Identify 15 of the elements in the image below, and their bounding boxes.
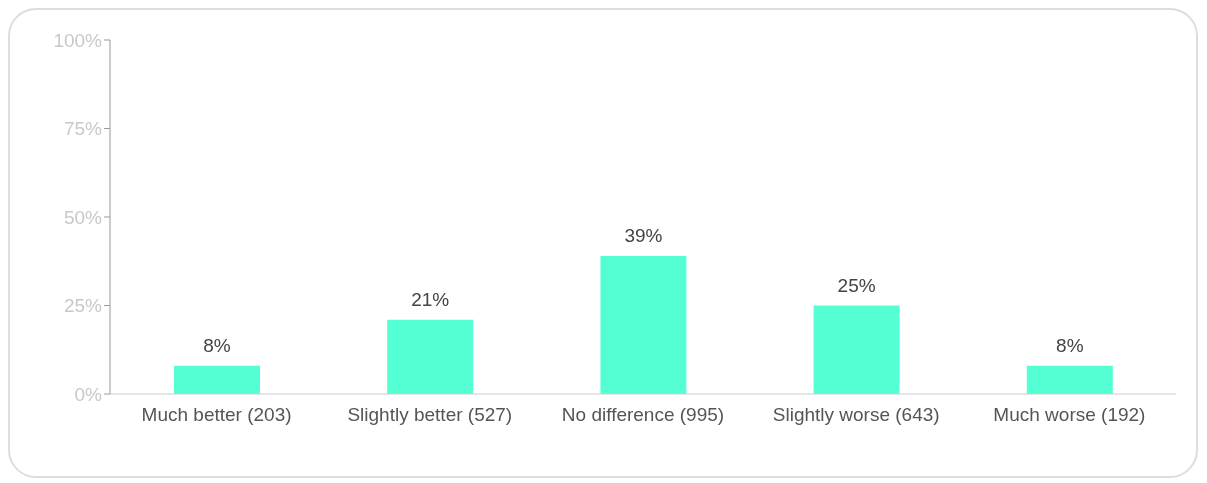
x-tick-label: Much better (203) (141, 404, 292, 426)
bar (813, 305, 900, 394)
x-tick-label: Slightly worse (643) (772, 404, 940, 426)
bar (600, 255, 687, 394)
bar (174, 365, 260, 394)
data-label: 25% (837, 274, 876, 296)
bar (1026, 365, 1113, 394)
bar (387, 319, 474, 394)
x-tick-label: No difference (995) (561, 404, 725, 426)
data-label: 8% (203, 334, 231, 356)
x-tick-label: Much worse (192) (993, 404, 1146, 426)
data-label: 21% (411, 288, 450, 310)
x-tick-label: Slightly better (527) (347, 404, 513, 426)
data-label: 8% (1056, 334, 1084, 356)
data-label: 39% (624, 224, 663, 246)
